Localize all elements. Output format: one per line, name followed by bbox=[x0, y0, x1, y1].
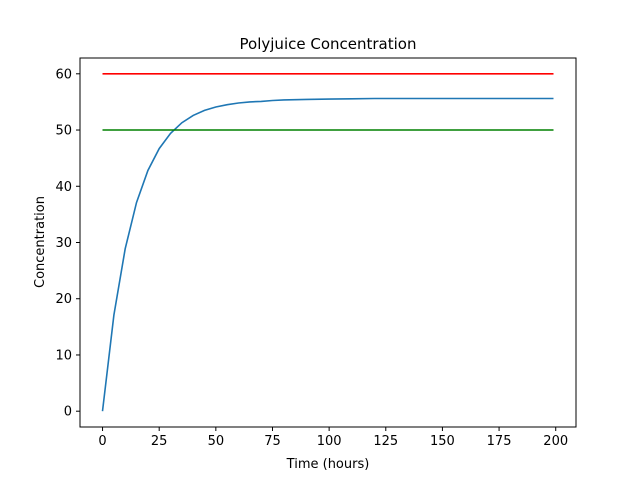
x-tick-label: 100 bbox=[317, 434, 342, 449]
y-axis-label: Concentration bbox=[33, 196, 48, 288]
y-tick-label: 50 bbox=[55, 124, 72, 139]
x-axis-label: Time (hours) bbox=[286, 457, 370, 472]
y-tick-label: 30 bbox=[55, 236, 72, 251]
x-tick-label: 25 bbox=[151, 434, 168, 449]
y-tick-label: 40 bbox=[55, 180, 72, 195]
x-ticks: 0 25 50 75 100 125 150 175 200 bbox=[98, 427, 568, 449]
y-tick-label: 20 bbox=[55, 292, 72, 307]
y-tick-label: 60 bbox=[55, 67, 72, 82]
x-tick-label: 125 bbox=[373, 434, 398, 449]
x-tick-label: 75 bbox=[264, 434, 281, 449]
series-layer bbox=[101, 73, 554, 412]
x-tick-label: 175 bbox=[487, 434, 512, 449]
axes-frame bbox=[79, 57, 577, 428]
x-tick-label: 200 bbox=[543, 434, 568, 449]
chart-title: Polyjuice Concentration bbox=[240, 35, 417, 53]
series-line-1 bbox=[101, 97, 554, 412]
y-tick-label: 0 bbox=[64, 405, 72, 420]
x-tick-label: 0 bbox=[98, 434, 106, 449]
x-tick-label: 50 bbox=[208, 434, 225, 449]
y-ticks: 0 10 20 30 40 50 60 bbox=[55, 67, 80, 420]
y-tick-label: 10 bbox=[55, 348, 72, 363]
x-tick-label: 150 bbox=[430, 434, 455, 449]
